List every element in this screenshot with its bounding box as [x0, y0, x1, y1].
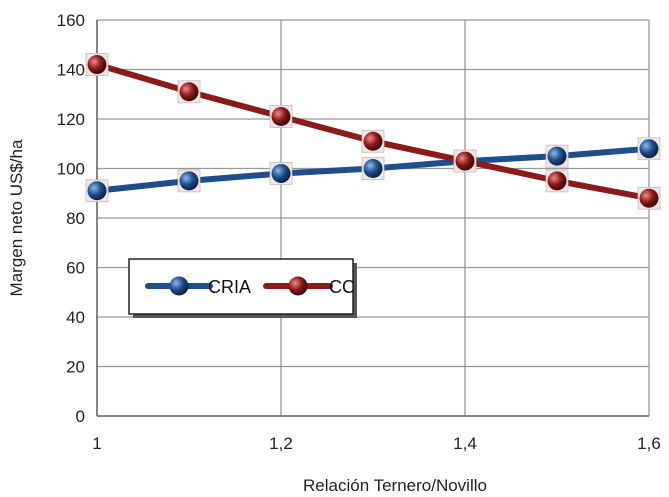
- legend-label: CRIA: [208, 277, 251, 297]
- data-point: [639, 139, 659, 159]
- y-tick-label: 100: [57, 160, 85, 179]
- data-point: [87, 55, 107, 75]
- legend-marker: [288, 276, 308, 296]
- data-point: [179, 171, 199, 191]
- y-axis: 0 20 40 60 80 100 120 140 160: [57, 11, 98, 426]
- data-point: [547, 171, 567, 191]
- y-tick-label: 160: [57, 11, 85, 30]
- series-layer: [85, 53, 661, 210]
- data-point: [363, 131, 383, 151]
- x-axis-title: Relación Ternero/Novillo: [303, 476, 487, 495]
- y-tick-label: 80: [66, 209, 85, 228]
- data-point: [271, 163, 291, 183]
- y-tick-label: 0: [76, 407, 85, 426]
- data-point: [547, 146, 567, 166]
- series-cria: [85, 137, 661, 203]
- legend: CRIA CC: [128, 258, 357, 318]
- y-tick-label: 60: [66, 259, 85, 278]
- x-axis: 1 1,2 1,4 1,6: [92, 415, 661, 453]
- series-cc: [85, 53, 661, 210]
- y-tick-label: 20: [66, 358, 85, 377]
- data-point: [639, 188, 659, 208]
- y-tick-label: 120: [57, 110, 85, 129]
- data-point: [87, 181, 107, 201]
- legend-marker: [169, 276, 189, 296]
- x-tick-label: 1: [92, 434, 101, 453]
- x-tick-label: 1,6: [637, 434, 661, 453]
- legend-item-cc: CC: [263, 276, 355, 297]
- x-tick-label: 1,2: [269, 434, 293, 453]
- legend-item-cria: CRIA: [145, 276, 251, 297]
- data-point: [179, 82, 199, 102]
- y-tick-label: 40: [66, 308, 85, 327]
- data-point: [455, 151, 475, 171]
- x-tick-label: 1,4: [453, 434, 477, 453]
- y-tick-label: 140: [57, 61, 85, 80]
- legend-label: CC: [329, 277, 355, 297]
- data-point: [363, 159, 383, 178]
- y-axis-title: Margen neto US$/ha: [7, 139, 26, 296]
- data-point: [271, 107, 291, 127]
